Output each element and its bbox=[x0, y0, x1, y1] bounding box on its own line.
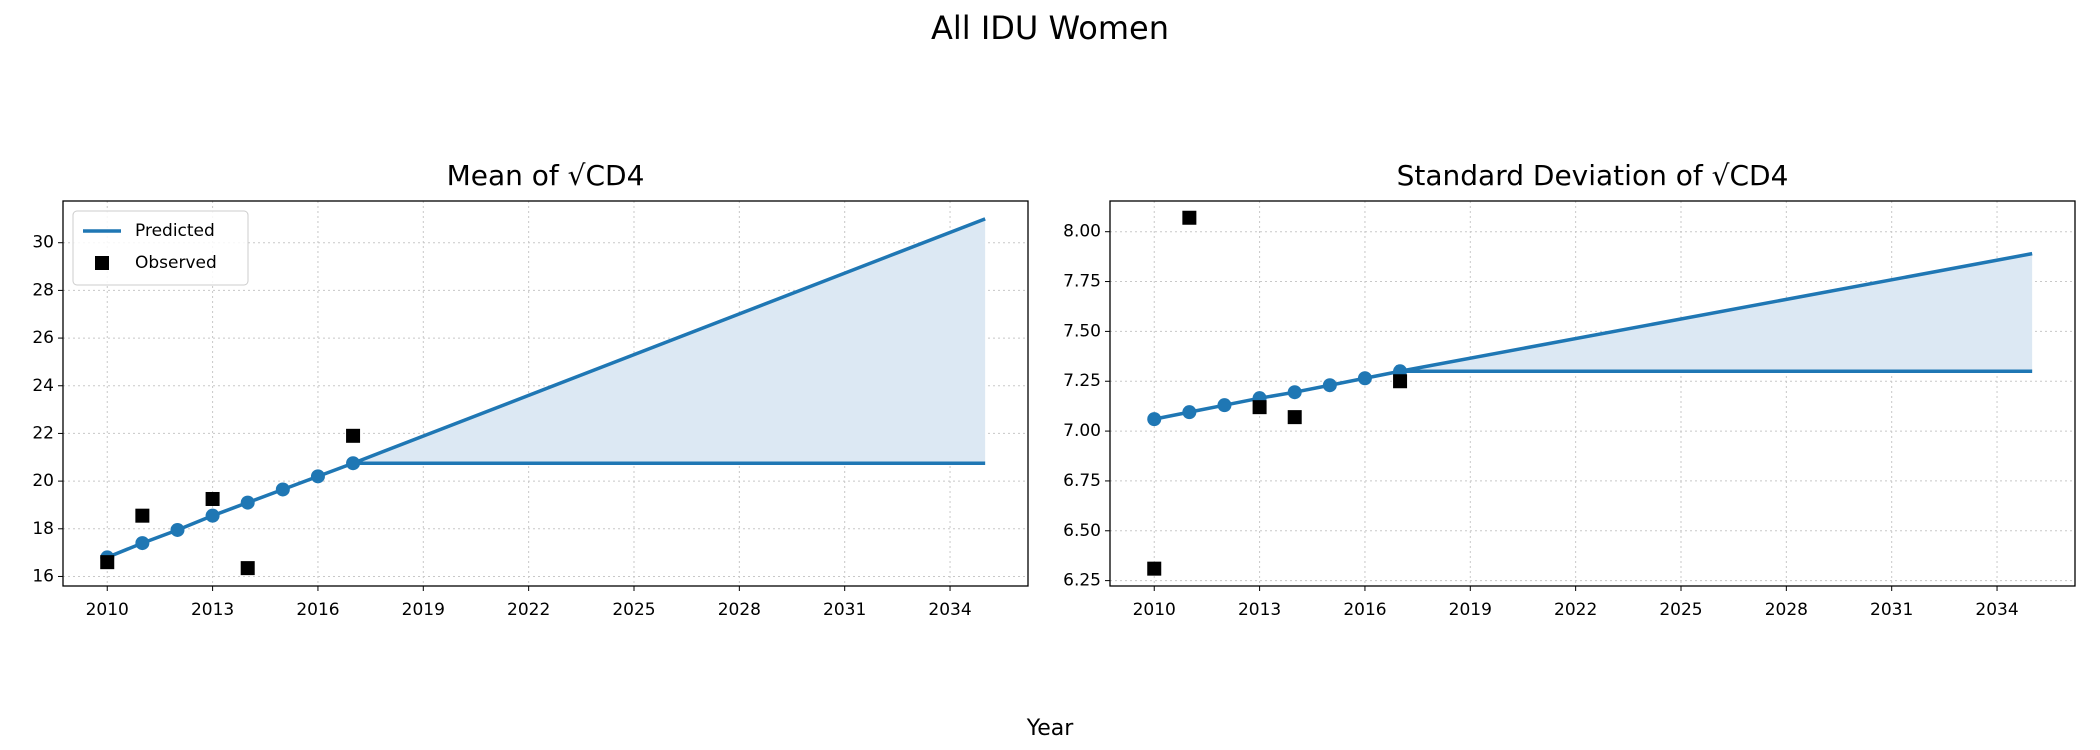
x-tick-label: 2025 bbox=[612, 600, 655, 620]
point bbox=[1182, 210, 1197, 225]
projection-line bbox=[1399, 251, 2033, 373]
point bbox=[1182, 405, 1197, 420]
y-tick-label: 26 bbox=[32, 328, 54, 348]
chart-title: Standard Deviation of √CD4 bbox=[1397, 159, 1789, 192]
plot-frame bbox=[62, 200, 1029, 587]
point bbox=[1322, 378, 1337, 393]
y-tick-label: 22 bbox=[32, 423, 54, 443]
x-tick-label: 2031 bbox=[1870, 600, 1913, 620]
x-tick-label: 2034 bbox=[1975, 600, 2018, 620]
point bbox=[1147, 561, 1162, 576]
x-tick-label: 2013 bbox=[191, 600, 234, 620]
projection-line bbox=[352, 217, 986, 465]
point bbox=[1287, 385, 1302, 400]
point bbox=[240, 561, 255, 576]
plot: 2010 2013 2016 2019 2022 2025 2028 2031 20341618… bbox=[32, 159, 1029, 620]
chart-title: Mean of √CD4 bbox=[447, 159, 645, 192]
x-tick-label: 2010 bbox=[1133, 600, 1176, 620]
point bbox=[1217, 398, 1232, 413]
point bbox=[1357, 371, 1372, 386]
figure-title: All IDU Women bbox=[931, 9, 1169, 47]
y-tick-label: 7.00 bbox=[1063, 421, 1101, 441]
y-tick-label: 20 bbox=[32, 471, 54, 491]
x-tick-label: 2016 bbox=[1343, 600, 1386, 620]
y-tick-label: 8.00 bbox=[1063, 222, 1101, 242]
legend-swatch bbox=[95, 256, 109, 270]
point bbox=[1252, 400, 1267, 415]
y-tick-label: 7.25 bbox=[1063, 371, 1101, 391]
y-tick-label: 28 bbox=[32, 280, 54, 300]
point bbox=[346, 456, 361, 471]
point bbox=[346, 428, 361, 443]
y-tick-label: 6.50 bbox=[1063, 521, 1101, 541]
point bbox=[135, 508, 150, 523]
point bbox=[1393, 374, 1408, 389]
x-tick-label: 2022 bbox=[507, 600, 550, 620]
x-tick-label: 2034 bbox=[928, 600, 971, 620]
point bbox=[205, 508, 220, 523]
plot: 2010 2013 2016 2019 2022 2025 2028 2031 2034 6.25… bbox=[1063, 159, 2076, 620]
point bbox=[135, 536, 150, 551]
plot-frame bbox=[1109, 200, 2076, 587]
x-tick-label: 2016 bbox=[296, 600, 339, 620]
point bbox=[275, 482, 290, 497]
point bbox=[310, 469, 325, 484]
legend-label: Predicted bbox=[135, 221, 215, 241]
x-tick-label: 2031 bbox=[823, 600, 866, 620]
x-tick-label: 2013 bbox=[1238, 600, 1281, 620]
y-tick-label: 24 bbox=[32, 376, 54, 396]
y-tick-label: 6.25 bbox=[1063, 571, 1101, 591]
point bbox=[1147, 412, 1162, 427]
x-tick-label: 2019 bbox=[1449, 600, 1492, 620]
x-axis-label: Year bbox=[1026, 716, 1075, 741]
x-tick-label: 2025 bbox=[1659, 600, 1702, 620]
point bbox=[1287, 410, 1302, 425]
x-tick-label: 2019 bbox=[402, 600, 445, 620]
y-tick-label: 16 bbox=[32, 566, 54, 586]
y-tick-label: 7.75 bbox=[1063, 272, 1101, 292]
legend-label: Observed bbox=[135, 253, 217, 273]
x-tick-label: 2028 bbox=[718, 600, 761, 620]
x-tick-label: 2010 bbox=[86, 600, 129, 620]
point bbox=[100, 555, 115, 570]
point bbox=[170, 522, 185, 537]
y-tick-label: 18 bbox=[32, 519, 54, 539]
x-tick-label: 2028 bbox=[1765, 600, 1808, 620]
point bbox=[205, 491, 220, 506]
y-tick-label: 7.50 bbox=[1063, 321, 1101, 341]
y-tick-label: 6.75 bbox=[1063, 471, 1101, 491]
y-tick-label: 30 bbox=[32, 233, 54, 253]
x-tick-label: 2022 bbox=[1554, 600, 1597, 620]
point bbox=[240, 495, 255, 510]
